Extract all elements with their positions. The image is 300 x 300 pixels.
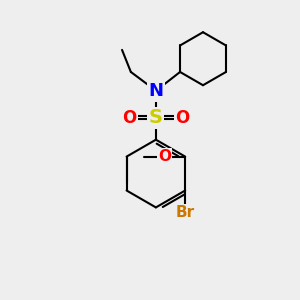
Text: N: N bbox=[148, 82, 164, 100]
Text: Br: Br bbox=[176, 205, 195, 220]
Text: O: O bbox=[122, 109, 136, 127]
Text: S: S bbox=[149, 108, 163, 127]
Text: O: O bbox=[175, 109, 190, 127]
Text: O: O bbox=[158, 149, 171, 164]
